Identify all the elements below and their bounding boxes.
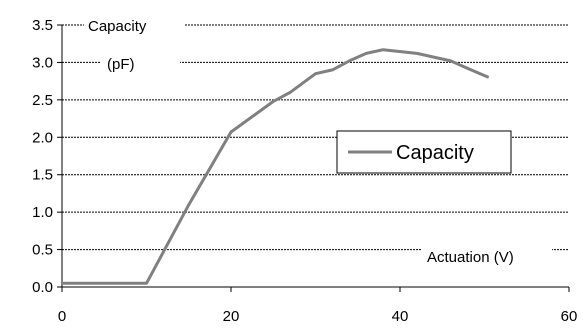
legend-label: Capacity bbox=[396, 142, 474, 164]
series-group bbox=[62, 48, 490, 285]
y-tick-label-2: 1.0 bbox=[32, 204, 53, 221]
x-tick-label-3: 60 bbox=[561, 308, 578, 325]
y-tick-label-5: 2.5 bbox=[32, 92, 53, 109]
y-tick-label-3: 1.5 bbox=[32, 167, 53, 184]
x-tick-label-1: 20 bbox=[223, 308, 240, 325]
y-tick-labels: 0.0 0.5 1.0 1.5 2.0 2.5 3.0 3.5 bbox=[32, 17, 62, 296]
x-tick-label-0: 0 bbox=[58, 308, 66, 325]
y-tick-label-1: 0.5 bbox=[32, 242, 53, 259]
y-tick-label-0: 0.0 bbox=[32, 279, 53, 296]
y-tick-label-6: 3.0 bbox=[32, 54, 53, 71]
ylabel-bg-2 bbox=[100, 53, 180, 75]
x-tick-labels: 0 20 40 60 bbox=[58, 287, 578, 325]
x-axis-title: Actuation (V) bbox=[427, 249, 514, 266]
y-axis-title-line2: (pF) bbox=[107, 56, 135, 73]
axes bbox=[61, 25, 569, 288]
y-tick-label-4: 2.0 bbox=[32, 129, 53, 146]
x-tick-label-2: 40 bbox=[392, 308, 409, 325]
ylabel-bg-1 bbox=[84, 14, 184, 36]
legend: Capacity bbox=[336, 130, 512, 174]
xlabel-bg bbox=[422, 243, 552, 267]
y-tick-label-7: 3.5 bbox=[32, 17, 53, 34]
y-axis-title-line1: Capacity bbox=[88, 18, 147, 35]
series-line-0 bbox=[62, 48, 490, 285]
